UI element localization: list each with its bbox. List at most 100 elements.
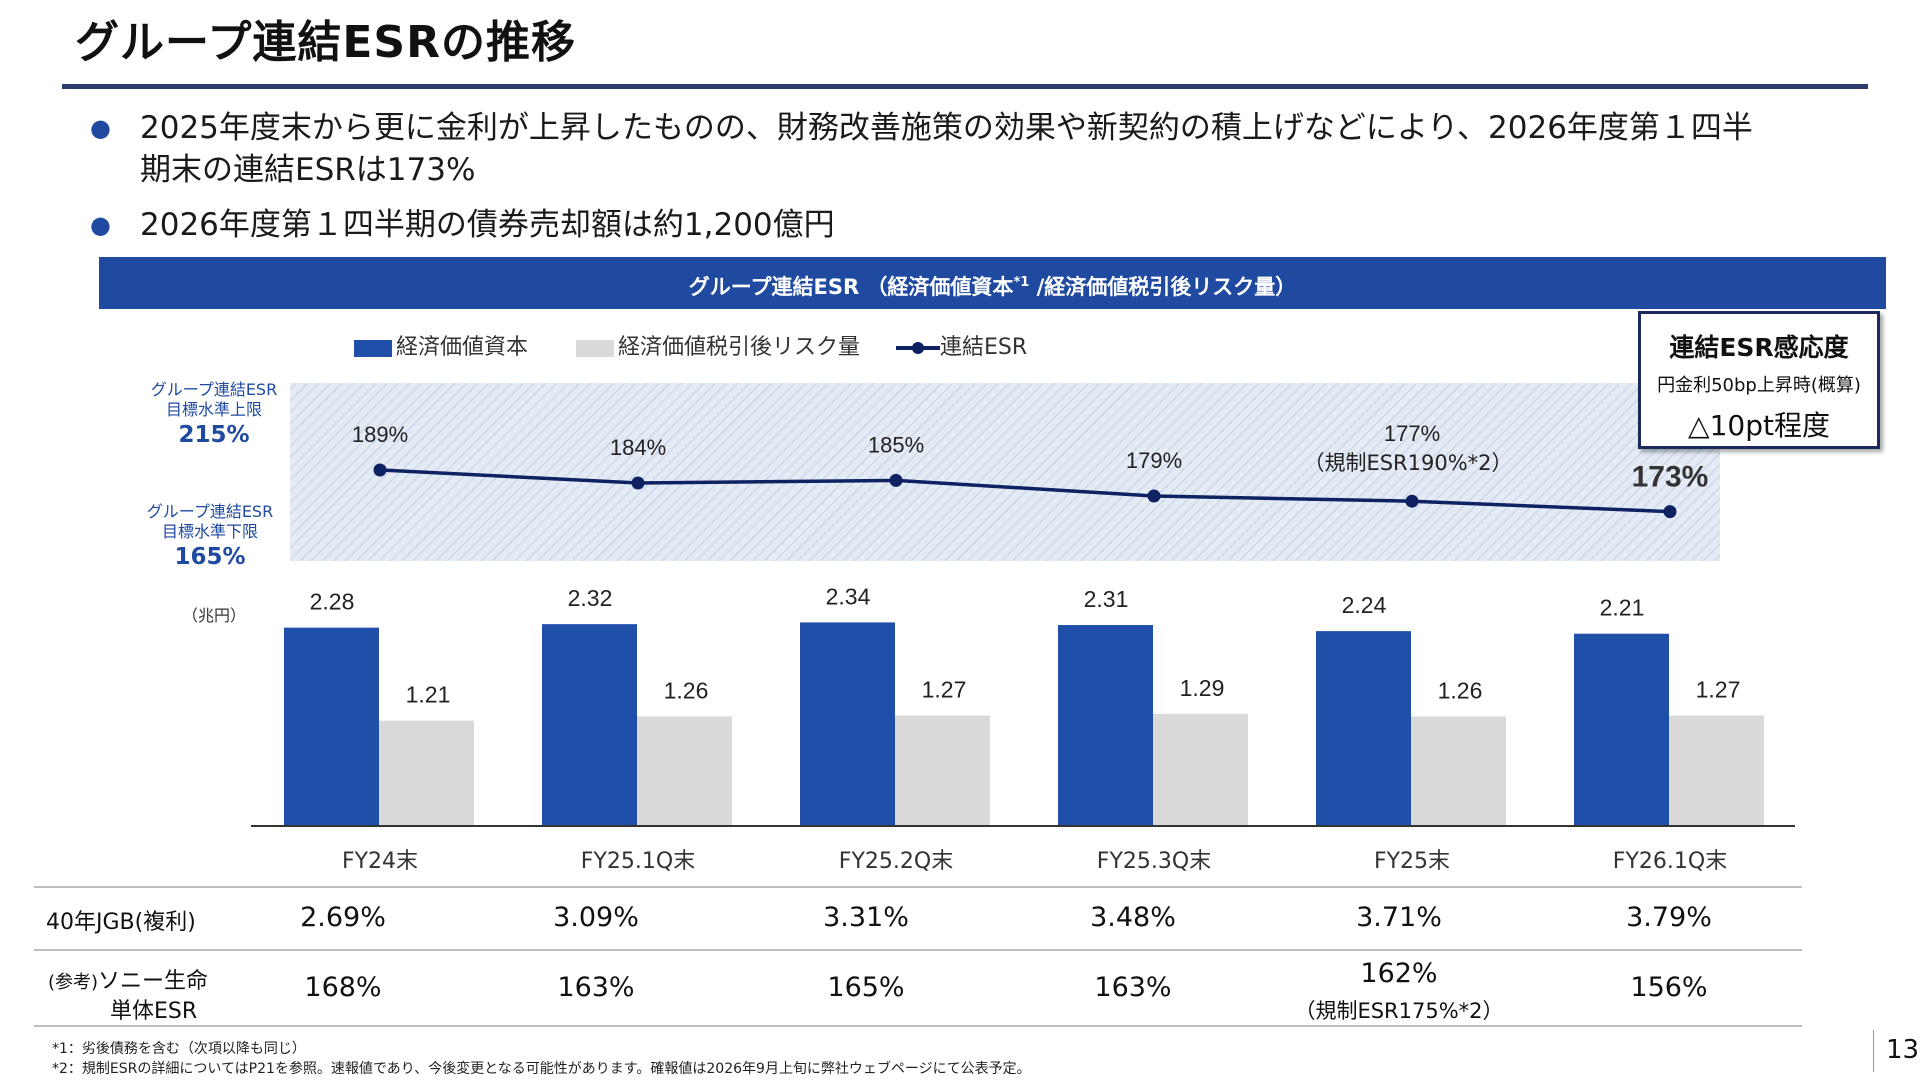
chart-header-text-2: /経済価値税引後リスク量）: [1029, 275, 1297, 299]
table-cell: 3.48%: [1090, 902, 1176, 933]
bullet-dot-icon: ●: [90, 114, 111, 142]
risk-bar-label: 1.29: [1180, 675, 1225, 701]
legend-capital: 経済価値資本: [354, 333, 528, 363]
esr-value-label: 185%: [868, 432, 924, 457]
esr-note-label: （規制ESR190%*2）: [1303, 451, 1512, 475]
capital-bar-label: 2.28: [310, 589, 355, 615]
esr-line: [379, 468, 1671, 514]
unit-label: （兆円）: [182, 606, 247, 625]
legend-risk-label: 経済価値税引後リスク量: [618, 335, 861, 360]
category-label: FY25.2Q末: [838, 849, 954, 874]
category-label: FY26.1Q末: [1612, 849, 1728, 874]
capital-bar-label: 2.21: [1600, 595, 1645, 621]
sensitivity-box: 連結ESR感応度 円金利50bp上昇時(概算) △10pt程度: [1638, 311, 1880, 449]
capital-bar: [1058, 625, 1153, 826]
table-cell: 163%: [557, 972, 635, 1003]
risk-bar-label: 1.27: [922, 677, 967, 703]
bullet-2-text: 2026年度第１四半期の債券売却額は約1,200億円: [140, 207, 835, 243]
table-cell: 156%: [1630, 972, 1708, 1003]
esr-point: [1405, 494, 1419, 508]
bullet-1-line-2: 期末の連結ESRは173%: [140, 152, 476, 188]
target-lower-label-line-2: 目標水準下限: [161, 522, 258, 541]
footnote-1: *1：劣後債務を含む（次項以降も同じ）: [52, 1041, 306, 1057]
target-upper-label-line-2: 目標水準上限: [165, 400, 262, 419]
esr-value-label: 184%: [610, 435, 666, 460]
target-upper-value: 215%: [178, 422, 250, 448]
table-cell: 3.09%: [553, 902, 639, 933]
legend-risk: 経済価値税引後リスク量: [576, 333, 860, 363]
sensitivity-value: △10pt程度: [1688, 409, 1830, 442]
table-row-2-label-2: 単体ESR: [110, 999, 198, 1024]
sensitivity-subtitle: 円金利50bp上昇時(概算): [1657, 375, 1861, 396]
target-lower-label-line-1: グループ連結ESR: [146, 502, 274, 521]
title-divider: [62, 84, 1868, 89]
legend-esr-swatch: [896, 342, 940, 354]
table-cell: 3.79%: [1626, 902, 1712, 933]
legend-esr-label: 連結ESR: [940, 335, 1028, 360]
risk-bar: [379, 720, 474, 826]
risk-bar: [637, 716, 732, 826]
capital-bar-label: 2.24: [1342, 592, 1387, 618]
esr-point: [373, 463, 387, 477]
capital-bar: [284, 627, 379, 826]
esr-value-label: 179%: [1126, 448, 1182, 473]
risk-bar-label: 1.26: [664, 677, 709, 703]
category-label: FY25.3Q末: [1096, 849, 1212, 874]
capital-bar: [800, 622, 895, 826]
capital-bar-label: 2.32: [568, 585, 613, 611]
category-label: FY25末: [1373, 849, 1451, 874]
table-cell-note: （規制ESR175%*2）: [1294, 999, 1504, 1023]
esr-value-label: 173%: [1632, 461, 1709, 494]
bullet-dot-icon: ●: [90, 211, 111, 239]
risk-bar: [1669, 715, 1764, 826]
footnote-2: *2：規制ESRの詳細についてはP21を参照。速報値であり、今後変更となる可能性…: [52, 1061, 1031, 1077]
target-lower-value: 165%: [174, 544, 246, 570]
table-row-2-label-main: ソニー生命: [98, 969, 209, 994]
capital-bar: [1316, 631, 1411, 826]
legend-esr: 連結ESR: [896, 333, 1027, 363]
sensitivity-title: 連結ESR感応度: [1669, 333, 1849, 362]
table-cell: 165%: [827, 972, 905, 1003]
table-row-1-label: 40年JGB(複利): [46, 910, 196, 935]
table-row-2-label-1: (参考)ソニー生命: [48, 963, 208, 995]
risk-bar-label: 1.21: [406, 682, 451, 708]
chart-header-footnote-mark: *1: [1013, 275, 1030, 290]
risk-bar: [1411, 716, 1506, 826]
table-cell: 168%: [304, 972, 382, 1003]
target-band: [290, 383, 1720, 561]
legend-capital-label: 経済価値資本: [396, 335, 529, 360]
risk-bar-label: 1.27: [1696, 677, 1741, 703]
capital-bar-label: 2.31: [1084, 586, 1129, 612]
esr-point: [1663, 505, 1677, 519]
capital-bar: [1574, 633, 1669, 826]
esr-point: [889, 473, 903, 487]
category-label: FY24末: [341, 849, 419, 874]
table-cell: 2.69%: [300, 902, 386, 933]
page-number: 13: [1886, 1035, 1920, 1065]
esr-point: [631, 476, 645, 490]
esr-value-label: 177%: [1384, 421, 1440, 446]
capital-bar-label: 2.34: [826, 583, 871, 609]
risk-bar-label: 1.26: [1438, 677, 1483, 703]
capital-bar: [542, 624, 637, 826]
target-lower-label: グループ連結ESR 目標水準下限: [136, 502, 284, 542]
table-cell: 162%: [1360, 958, 1438, 989]
chart-header-text: グループ連結ESR （経済価値資本: [688, 275, 1014, 299]
table-cell: 163%: [1094, 972, 1172, 1003]
table-row-2-label-prefix: (参考): [48, 972, 99, 993]
legend-capital-swatch: [354, 339, 392, 357]
risk-bar: [895, 715, 990, 826]
risk-bar: [1153, 713, 1248, 826]
bullet-1: ● 2025年度末から更に金利が上昇したものの、財務改善施策の効果や新契約の積上…: [90, 107, 1890, 191]
esr-value-label: 189%: [352, 422, 408, 447]
target-upper-label-line-1: グループ連結ESR: [150, 380, 278, 399]
esr-point: [1147, 489, 1161, 503]
page-number-divider: [1873, 1030, 1874, 1072]
bullet-1-line-1: 2025年度末から更に金利が上昇したものの、財務改善施策の効果や新契約の積上げな…: [140, 110, 1753, 146]
legend-risk-swatch: [576, 339, 614, 357]
chart-header: グループ連結ESR （経済価値資本*1 /経済価値税引後リスク量）: [99, 257, 1886, 309]
table-cell: 3.71%: [1356, 902, 1442, 933]
target-upper-label: グループ連結ESR 目標水準上限: [140, 380, 288, 420]
table-cell: 3.31%: [823, 902, 909, 933]
